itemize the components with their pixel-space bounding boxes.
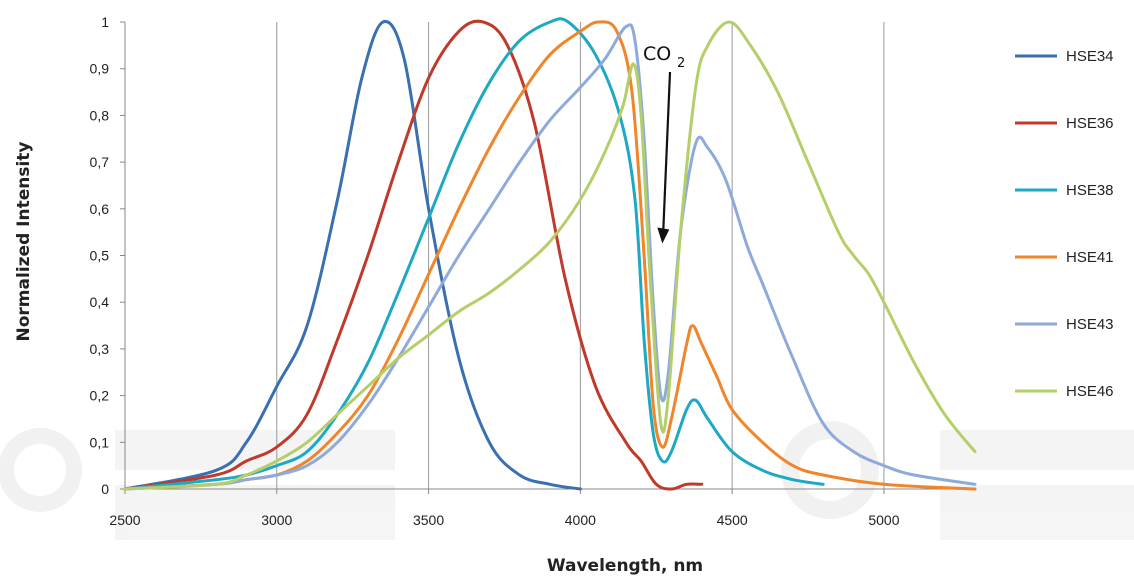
co2-arrow-head [657,227,670,244]
series-line-hse36 [123,19,704,491]
y-tick-label: 0,8 [90,107,110,123]
y-tick-label: 0,1 [90,434,110,450]
series-line-hse34 [123,19,582,491]
x-tick-label: 3500 [413,512,444,528]
co2-label: CO [643,43,671,65]
y-axis-title: Normalized Intensity [14,142,34,342]
legend-label-hse41: HSE41 [1066,249,1114,266]
y-tick-label: 0,7 [90,154,110,170]
legend-label-hse36: HSE36 [1066,115,1114,132]
legend-label-hse43: HSE43 [1066,316,1114,333]
y-tick-label: 1 [101,14,109,30]
y-tick-label: 0,4 [90,294,110,310]
x-tick-label: 2500 [109,512,140,528]
axes: 0 0,1 0,2 0,3 0,4 0,5 0,6 0,7 0,8 0,9 1 2500 3000 350… [14,14,975,576]
x-tick-label: 4500 [717,512,748,528]
watermark-left [0,428,395,540]
y-tick-label: 0,2 [90,388,110,404]
co2-subscript: 2 [677,56,685,71]
legend-label-hse46: HSE46 [1066,383,1114,400]
series-line-hse46 [123,20,977,491]
legend: HSE34 HSE36 HSE38 HSE41 HSE43 HSE46 [1015,48,1114,400]
y-tick-label: 0,6 [90,201,110,217]
y-tick-label: 0,3 [90,341,110,357]
watermark-right [781,421,1134,540]
y-tick-label: 0,5 [90,248,110,264]
plot-area [124,22,885,489]
legend-label-hse38: HSE38 [1066,182,1114,199]
y-tick-label: 0,9 [90,61,110,77]
x-tick-label: 4000 [565,512,596,528]
co2-annotation: CO 2 [643,43,685,244]
x-axis-title: Wavelength, nm [547,556,703,576]
series-line-hse38 [123,17,825,491]
legend-label-hse34: HSE34 [1066,48,1114,65]
series-line-hse43 [123,23,977,491]
co2-arrow-shaft [662,71,672,230]
x-tick-label: 5000 [868,512,899,528]
x-tick-label: 3000 [261,512,292,528]
series-line-hse41 [123,20,977,491]
series-layer [123,17,977,491]
y-tick-label: 0 [101,481,109,497]
